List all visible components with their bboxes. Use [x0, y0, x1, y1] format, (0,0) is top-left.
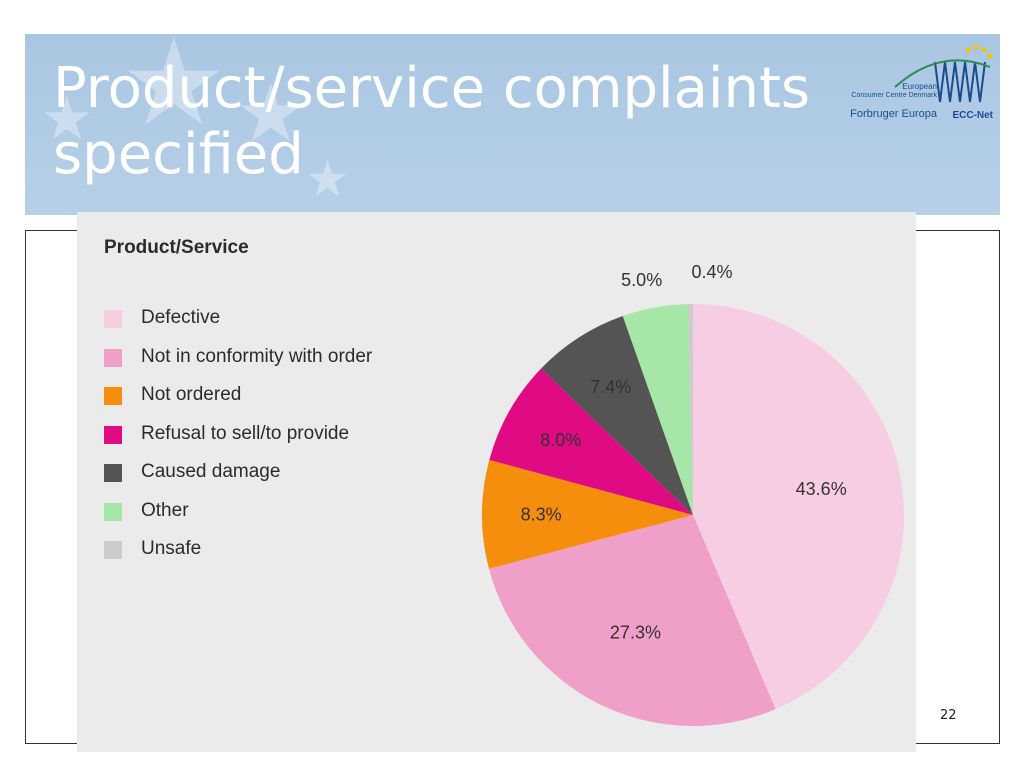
page-number: 22: [940, 708, 957, 723]
slice-value-label: 0.4%: [691, 262, 732, 282]
legend-label: Other: [141, 499, 189, 521]
legend-label: Unsafe: [141, 538, 202, 559]
pie-chart: 43.6% 27.3% 8.3% 8.0% 7.4% 5.0% 0.4%: [481, 262, 904, 726]
legend-swatch: [104, 541, 122, 559]
slice-value-label: 5.0%: [621, 270, 662, 290]
title-banner: ★ ★ ★ ★ Product/service complaints speci…: [25, 34, 1000, 215]
logo-text-centre: Consumer Centre Denmark: [851, 92, 937, 99]
legend-label: Refusal to sell/to provide: [141, 422, 350, 444]
legend-swatch: [104, 425, 122, 444]
legend-label: Defective: [141, 307, 221, 328]
slice-value-label: 43.6%: [796, 479, 847, 499]
pie-slice: [489, 368, 693, 515]
legend-swatch: [104, 464, 122, 482]
slice-value-label: 8.3%: [521, 505, 562, 525]
legend-label: Not in conformity with order: [141, 345, 373, 367]
decorative-star-icon: ★: [40, 84, 94, 154]
logo-text-forbruger: Forbruger Europa: [850, 108, 937, 120]
decorative-star-icon: ★: [305, 150, 350, 208]
legend-swatch: [104, 387, 122, 405]
pie-slice: [693, 304, 904, 710]
decorative-star-icon: ★: [235, 67, 307, 160]
logo-text-european: European: [902, 82, 937, 91]
logo-text-ecc-net: ECC-Net: [952, 110, 993, 121]
legend-title: Product/Service: [104, 237, 249, 258]
slide-title: Product/service complaints specified: [53, 56, 811, 187]
slice-value-label: 7.4%: [590, 377, 631, 397]
decorative-star-icon: ★: [120, 34, 228, 153]
logo-graphic: [894, 44, 993, 103]
ecc-net-logo-icon: European Consumer Centre Denmark Forbrug…: [850, 42, 995, 122]
legend-swatch: [104, 310, 122, 328]
pie-slice: [481, 459, 693, 569]
pie-slice: [687, 304, 693, 515]
slice-value-label: 8.0%: [540, 430, 581, 450]
pie-slice: [488, 515, 776, 726]
chart-panel: 43.6% 27.3% 8.3% 8.0% 7.4% 5.0% 0.4% Product/S…: [77, 212, 916, 752]
slice-value-label: 27.3%: [610, 622, 661, 642]
legend-label: Caused damage: [141, 461, 281, 482]
legend-swatch: [104, 348, 122, 367]
pie-slice: [541, 316, 693, 515]
legend-swatch: [104, 502, 122, 521]
pie-slice: [622, 304, 693, 515]
legend-label: Not ordered: [141, 384, 242, 405]
